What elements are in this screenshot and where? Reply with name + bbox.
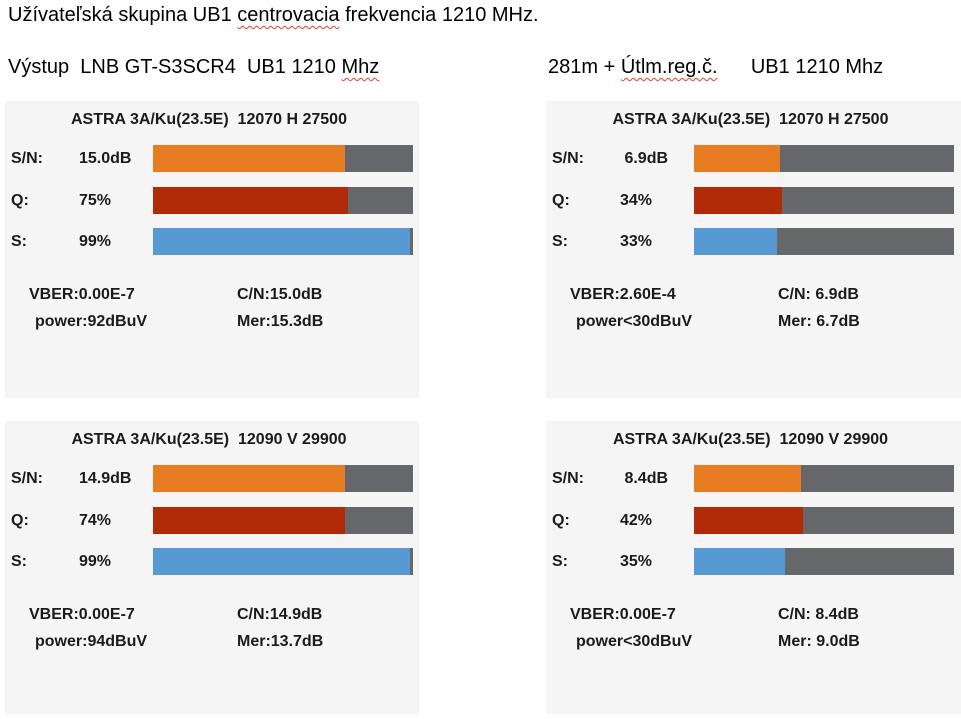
panel-title: ASTRA 3A/Ku(23.5E) 12070 H 27500 [71, 111, 347, 128]
meter-row: S: 99% [5, 228, 419, 255]
meter-row: S/N: 14.9dB [5, 465, 419, 492]
meter-bar-track [694, 465, 954, 492]
meter-row: S: 35% [546, 548, 961, 575]
meter-value: 8.4dB [620, 470, 669, 487]
meter-value: 14.9dB [79, 470, 132, 487]
meter-label: S/N: [11, 470, 43, 487]
mer-readout: Mer:13.7dB [237, 633, 324, 650]
title-text-post: frekvencia 1210 MHz. [339, 4, 539, 26]
meter-bar-track [694, 187, 954, 214]
title-text-pre: Užívateľská skupina UB1 [8, 4, 238, 26]
mer-readout: Mer:15.3dB [237, 313, 324, 330]
cn-readout: C/N:14.9dB [237, 606, 323, 623]
meter-label: S/N: [552, 470, 584, 487]
meter-bar-track [694, 507, 954, 534]
meter-value: 99% [79, 233, 112, 250]
subtitle-right-post: UB1 1210 Mhz [717, 56, 884, 78]
meter-label: Q: [552, 512, 570, 529]
cn-readout: C/N: 8.4dB [778, 606, 859, 623]
meter-bar-track [153, 548, 413, 575]
meter-row: S/N: 6.9dB [546, 145, 961, 172]
meter-panel: ASTRA 3A/Ku(23.5E) 12090 V 29900 S/N: 8.… [546, 421, 961, 714]
meter-bar-track [153, 228, 413, 255]
meter-bar-fill [694, 145, 780, 172]
meter-row: Q: 34% [546, 187, 961, 214]
meter-value: 33% [620, 233, 653, 250]
meter-bar-fill [694, 507, 804, 534]
meter-row: S/N: 15.0dB [5, 145, 419, 172]
power-readout: power:94dBuV [35, 633, 148, 650]
subtitle-right: 281m + Útlm.reg.č. UB1 1210 Mhz [548, 56, 883, 79]
meter-row: S: 33% [546, 228, 961, 255]
meter-label: Q: [552, 192, 570, 209]
meter-row: Q: 75% [5, 187, 419, 214]
meter-label: S: [552, 553, 568, 570]
meter-bar-fill [153, 228, 411, 255]
meter-value: 99% [79, 553, 112, 570]
meter-value: 74% [79, 512, 112, 529]
meter-bar-fill [694, 465, 801, 492]
document-title: Užívateľská skupina UB1 centrovacia frek… [8, 4, 539, 27]
meter-value: 35% [620, 553, 653, 570]
meter-bar-fill [153, 187, 348, 214]
spellcheck-word: Útlm.reg.č. [620, 56, 718, 78]
meter-value: 34% [620, 192, 653, 209]
meter-bar-fill [694, 548, 785, 575]
vber-readout: VBER:0.00E-7 [29, 606, 135, 623]
meter-label: S: [552, 233, 568, 250]
meter-label: S/N: [552, 150, 584, 167]
vber-readout: VBER:2.60E-4 [570, 286, 676, 303]
power-readout: power<30dBuV [576, 313, 693, 330]
panel-title: ASTRA 3A/Ku(23.5E) 12070 H 27500 [612, 111, 889, 128]
meter-bar-track [153, 187, 413, 214]
meter-bar-fill [153, 548, 411, 575]
meter-value: 75% [79, 192, 112, 209]
meter-bar-track [153, 507, 413, 534]
meter-row: S/N: 8.4dB [546, 465, 961, 492]
meter-panel: ASTRA 3A/Ku(23.5E) 12070 H 27500 S/N: 15… [5, 101, 419, 398]
meter-bar-track [694, 548, 954, 575]
cn-readout: C/N:15.0dB [237, 286, 323, 303]
meter-value: 6.9dB [620, 150, 669, 167]
mer-readout: Mer: 9.0dB [778, 633, 860, 650]
subtitle-left-pre: Výstup LNB GT-S3SCR4 UB1 1210 [8, 56, 342, 78]
meter-label: S: [11, 553, 27, 570]
meter-bar-track [694, 228, 954, 255]
spellcheck-word: centrovacia [237, 4, 340, 26]
meter-panel: ASTRA 3A/Ku(23.5E) 12090 V 29900 S/N: 14… [5, 421, 419, 714]
subtitle-right-pre: 281m + [548, 56, 621, 78]
spellcheck-word: Mhz [341, 56, 380, 78]
meter-bar-fill [153, 145, 346, 172]
panel-title: ASTRA 3A/Ku(23.5E) 12090 V 29900 [612, 431, 889, 448]
meter-bar-fill [153, 507, 346, 534]
meter-value: 42% [620, 512, 653, 529]
power-readout: power<30dBuV [576, 633, 693, 650]
meter-label: S: [11, 233, 27, 250]
meter-row: Q: 74% [5, 507, 419, 534]
meter-label: Q: [11, 512, 29, 529]
meter-bar-track [153, 145, 413, 172]
panel-title: ASTRA 3A/Ku(23.5E) 12090 V 29900 [71, 431, 347, 448]
mer-readout: Mer: 6.7dB [778, 313, 860, 330]
vber-readout: VBER:0.00E-7 [29, 286, 135, 303]
meter-label: Q: [11, 192, 29, 209]
meter-bar-fill [694, 228, 778, 255]
power-readout: power:92dBuV [35, 313, 148, 330]
cn-readout: C/N: 6.9dB [778, 286, 859, 303]
vber-readout: VBER:0.00E-7 [570, 606, 676, 623]
meter-bar-fill [153, 465, 346, 492]
subtitle-left: Výstup LNB GT-S3SCR4 UB1 1210 Mhz [8, 56, 379, 79]
meter-row: S: 99% [5, 548, 419, 575]
meter-bar-fill [694, 187, 783, 214]
meter-row: Q: 42% [546, 507, 961, 534]
meter-bar-track [694, 145, 954, 172]
meter-bar-track [153, 465, 413, 492]
meter-label: S/N: [11, 150, 43, 167]
meter-value: 15.0dB [79, 150, 132, 167]
meter-panel: ASTRA 3A/Ku(23.5E) 12070 H 27500 S/N: 6.… [546, 101, 961, 398]
